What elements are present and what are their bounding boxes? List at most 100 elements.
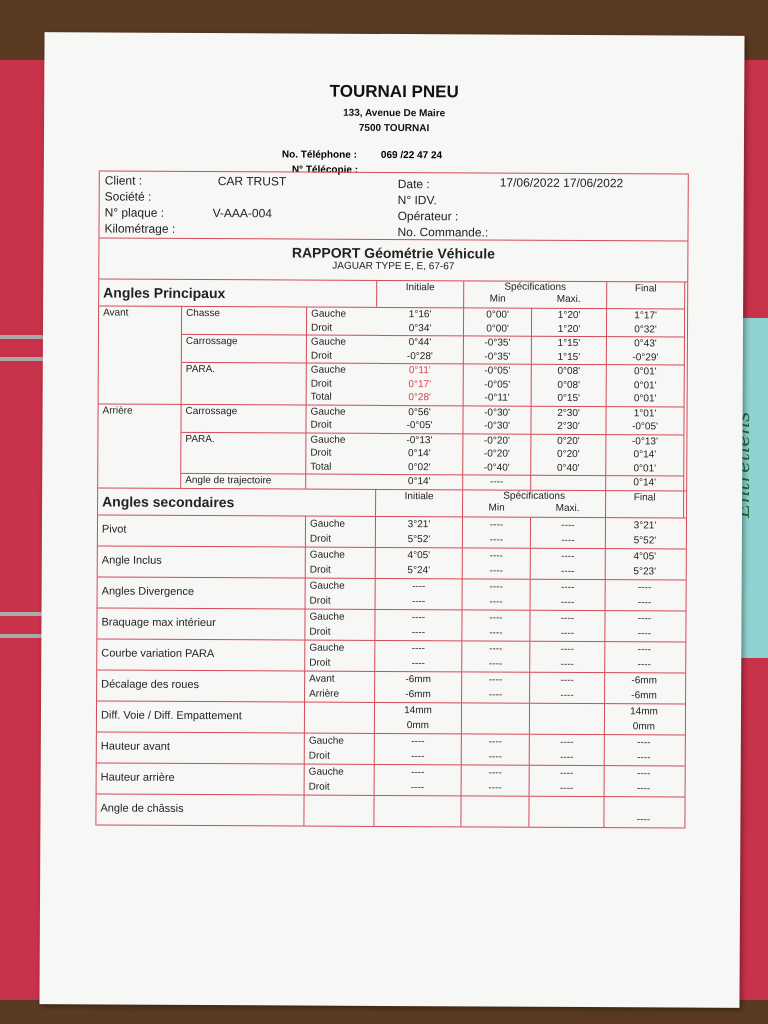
spec-min-value: ---- — [489, 565, 503, 577]
idv-label: N° IDV. — [397, 193, 437, 208]
side-label: Gauche — [308, 766, 344, 778]
company-address: 133, Avenue De Maire — [343, 107, 446, 120]
final-value: ---- — [637, 643, 652, 655]
group-label: Arrière — [98, 402, 182, 418]
side-label — [309, 717, 374, 732]
group-label — [98, 375, 182, 390]
secondary-row: Pivot Gauche Droit 3°21' 5°52' ---- ---- ---- --… — [97, 513, 687, 549]
date-value: 17/06/2022 17/06/2022 — [499, 175, 624, 191]
spec-max-value: ---- — [560, 658, 574, 670]
secondary-row: Angle Inclus Gauche Droit 4°05' 5°24' ---- ---… — [97, 544, 686, 580]
spec-min-value: -0°20' — [463, 447, 532, 462]
spec-max-value — [531, 474, 607, 490]
spec-max-value-cell: ---- ---- — [530, 548, 606, 579]
side-label: Droit — [309, 626, 331, 638]
final-value: ---- — [636, 813, 651, 825]
spec-max-value — [529, 796, 603, 811]
initiale-value: -6mm — [405, 688, 431, 700]
initiale-value: 5°52' — [407, 533, 431, 545]
initiale-value: 0°17' — [376, 377, 464, 392]
side-label-cell: Gauche Droit — [305, 547, 376, 578]
final-value: 0°01' — [606, 378, 685, 393]
company-name: TOURNAI PNEU — [329, 81, 459, 102]
secondary-title: Angles secondaires — [98, 487, 377, 516]
spec-min-value: -0°20' — [463, 432, 532, 448]
final-value: ---- — [637, 658, 651, 670]
side-label: Droit — [308, 781, 330, 793]
initiale-value: -0°28' — [376, 349, 464, 364]
side-label: Gauche — [309, 518, 346, 530]
final-value — [604, 797, 682, 812]
angle-label: Chasse — [182, 305, 308, 322]
final-value-cell: 4°05' 5°23' — [606, 549, 684, 579]
initiale-value: ---- — [411, 626, 426, 638]
side-label — [308, 810, 373, 825]
angle-label: Hauteur avant — [96, 731, 305, 764]
spec-max-value: ---- — [560, 612, 575, 624]
initiale-value-cell: ---- ---- — [374, 764, 462, 795]
group-label — [98, 430, 182, 446]
side-label: Gauche — [306, 432, 377, 447]
report-title: RAPPORT Géométrie Véhicule — [291, 244, 495, 262]
initiale-value: -6mm — [405, 673, 431, 685]
spec-min-value: ---- — [489, 519, 504, 531]
spec-min-value: ---- — [489, 627, 503, 639]
spec-min-value: ---- — [488, 767, 502, 779]
spec-min-value-cell: ---- ---- — [462, 609, 531, 641]
spec-max-value: 1°15' — [531, 335, 607, 351]
side-label: Gauche — [309, 611, 345, 623]
plaque-label: N° plaque : — [104, 205, 165, 220]
final-value-cell: ---- ---- — [606, 580, 684, 610]
final-value: 4°05' — [633, 550, 657, 562]
final-value: ---- — [637, 612, 652, 624]
initiale-value-cell: ---- ---- — [375, 578, 463, 609]
side-label — [308, 795, 373, 810]
spec-min-value: ---- — [488, 674, 503, 686]
side-label-cell: Gauche Droit — [305, 516, 377, 547]
spec-max-value: ---- — [559, 782, 574, 794]
spec-min-value: -0°11' — [463, 391, 532, 406]
angle-label: Pivot — [97, 514, 307, 547]
final-value-cell: -6mm -6mm — [605, 673, 683, 703]
secondary-row: Hauteur avant Gauche Droit ---- ---- ---- ----… — [96, 730, 685, 766]
final-value-cell: ---- ---- — [605, 642, 683, 672]
spec-max-value: ---- — [560, 643, 575, 655]
client-info: Client : CAR TRUST Société : N° plaque :… — [99, 171, 688, 242]
initiale-value — [374, 810, 460, 825]
initiale-value: 3°21' — [407, 518, 431, 530]
angle-label — [181, 445, 307, 461]
initiale-value: -0°13' — [376, 432, 464, 448]
date-label: Date : — [397, 177, 430, 192]
spec-label: Spécifications — [504, 281, 567, 293]
initiale-value-cell: ---- ---- — [375, 640, 463, 671]
initiale-value: 0°11' — [376, 362, 464, 378]
final-value: ---- — [637, 581, 652, 593]
spec-label: Spécifications — [503, 490, 566, 502]
final-value-cell: ---- ---- — [605, 766, 683, 796]
secondary-row: Angles Divergence Gauche Droit ---- ---- ----… — [97, 575, 686, 611]
final-value-cell: ---- — [604, 797, 682, 827]
col-final: Final — [606, 490, 685, 518]
final-value: 0°43' — [606, 336, 685, 352]
spec-min-value: -0°40' — [463, 460, 532, 475]
spec-max-value: 0°08' — [531, 363, 607, 379]
col-min: Min — [488, 502, 505, 514]
secondary-header: Angles secondaires Initiale Spécificatio… — [98, 486, 687, 518]
spec-max-value: 1°20' — [532, 307, 608, 323]
spec-min-value: ---- — [489, 658, 503, 670]
report-table: Client : CAR TRUST Société : N° plaque :… — [95, 170, 689, 829]
initiale-value-cell — [374, 795, 462, 826]
side-label — [309, 702, 374, 717]
angle-label — [181, 459, 307, 474]
spec-max-value-cell: ---- ---- — [530, 517, 607, 548]
spec-min-value — [461, 796, 528, 811]
side-label: Droit — [310, 447, 332, 459]
col-spec: Spécifications Min Maxi. — [464, 281, 608, 309]
initiale-value: ---- — [411, 750, 425, 762]
spec-min-value — [462, 718, 529, 733]
spec-max-value: 0°08' — [531, 378, 607, 393]
initiale-value: ---- — [410, 766, 425, 778]
spec-max-value-cell: ---- ---- — [529, 734, 605, 765]
col-min: Min — [489, 293, 506, 305]
group-label — [98, 319, 183, 334]
